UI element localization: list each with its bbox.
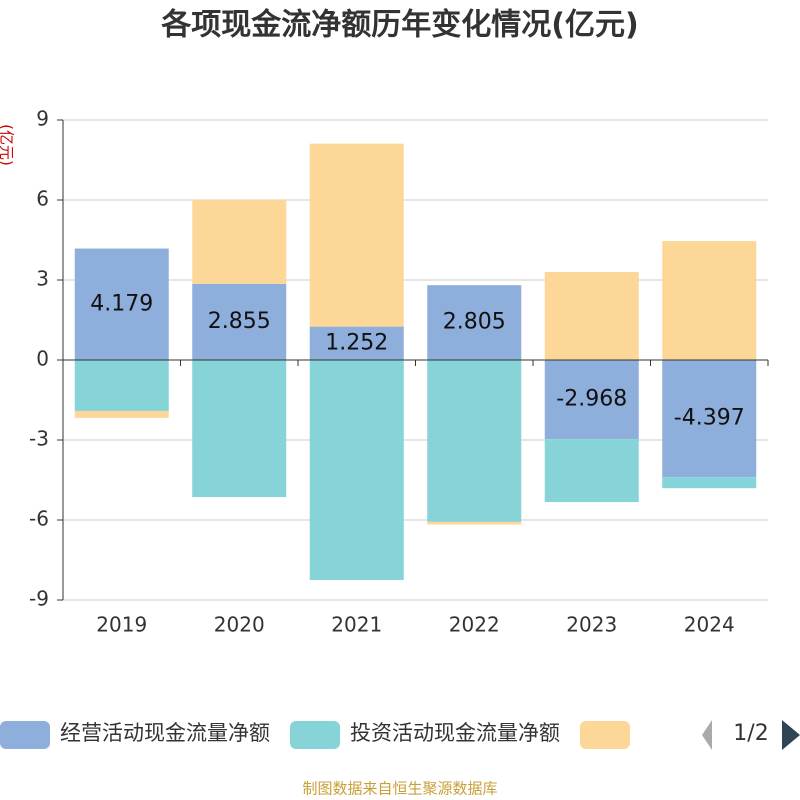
value-label: -2.968 (556, 387, 627, 412)
bar (427, 521, 522, 525)
bar (544, 272, 639, 360)
legend-prev[interactable] (702, 720, 712, 750)
x-tick-label: 2022 (449, 613, 500, 637)
bar (309, 326, 404, 360)
y-tick-label: 9 (36, 107, 49, 131)
y-tick-label: 6 (36, 187, 49, 211)
y-tick-label: 0 (36, 347, 49, 371)
x-tick-label: 2024 (684, 613, 735, 637)
legend-page: 1/2 (733, 721, 768, 746)
x-tick-label: 2023 (566, 613, 617, 637)
bar (427, 360, 522, 522)
bar (74, 360, 169, 411)
x-tick-label: 2021 (331, 613, 382, 637)
legend-swatch (580, 721, 630, 749)
value-label: 4.179 (90, 291, 153, 316)
bar (662, 477, 757, 489)
value-label: 2.855 (208, 309, 271, 334)
legend-swatch (0, 721, 50, 749)
y-tick-label: -6 (29, 507, 49, 531)
bar (309, 143, 404, 327)
y-tick-label: 3 (36, 267, 49, 291)
legend-next[interactable] (782, 720, 800, 750)
bar (309, 360, 404, 580)
legend-label: 投资活动现金流量净额 (350, 721, 560, 745)
y-tick-label: -9 (29, 587, 49, 611)
value-label: -4.397 (674, 406, 745, 431)
value-label: 2.805 (443, 310, 506, 335)
y-axis-label: (亿元) (0, 124, 16, 166)
x-tick-label: 2019 (96, 613, 147, 637)
source: 制图数据来自恒生聚源数据库 (302, 780, 497, 798)
bar (544, 439, 639, 503)
bar (544, 360, 639, 440)
value-label: 1.252 (325, 330, 388, 355)
bar (427, 285, 522, 360)
bar (662, 241, 757, 360)
bar (192, 283, 287, 360)
legend-swatch (290, 721, 340, 749)
bar (662, 360, 757, 478)
chart-title: 各项现金流净额历年变化情况(亿元) (160, 8, 638, 43)
bar (192, 360, 287, 498)
bar (74, 248, 169, 360)
bar (74, 410, 169, 418)
x-tick-label: 2020 (214, 613, 265, 637)
bar (192, 199, 287, 284)
y-tick-label: -3 (29, 427, 49, 451)
legend-label: 经营活动现金流量净额 (60, 721, 270, 745)
